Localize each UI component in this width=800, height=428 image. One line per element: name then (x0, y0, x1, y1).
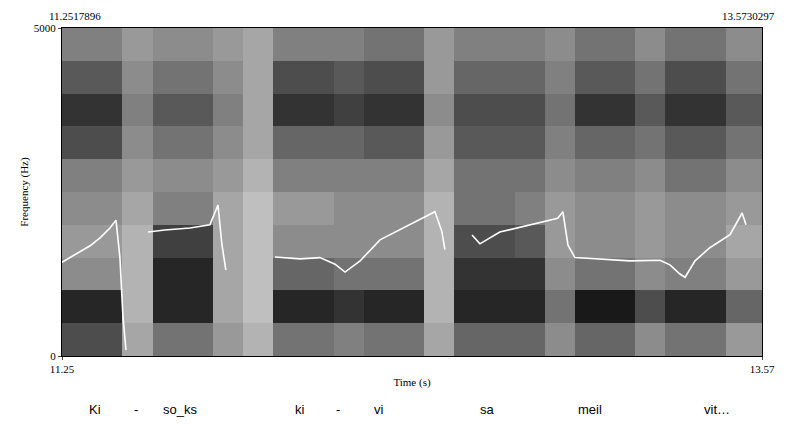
svg-text:so_ks: so_ks (163, 402, 197, 417)
svg-text:Time (s): Time (s) (393, 376, 431, 389)
svg-text:-: - (336, 402, 340, 417)
svg-text:Ki: Ki (89, 402, 101, 417)
svg-text:sa: sa (480, 402, 495, 417)
svg-text:meil: meil (578, 402, 602, 417)
svg-text:vi: vi (374, 402, 384, 417)
svg-text:13.5730297: 13.5730297 (722, 10, 775, 22)
svg-text:11.25: 11.25 (50, 363, 75, 375)
svg-text:0: 0 (50, 350, 56, 362)
svg-text:vit…: vit… (704, 402, 730, 417)
svg-text:-: - (134, 402, 138, 417)
svg-text:11.2517896: 11.2517896 (49, 10, 101, 22)
svg-text:13.57: 13.57 (750, 363, 775, 375)
svg-text:ki: ki (295, 402, 305, 417)
svg-text:Frequency (Hz): Frequency (Hz) (18, 157, 31, 227)
svg-text:5000: 5000 (34, 22, 57, 34)
